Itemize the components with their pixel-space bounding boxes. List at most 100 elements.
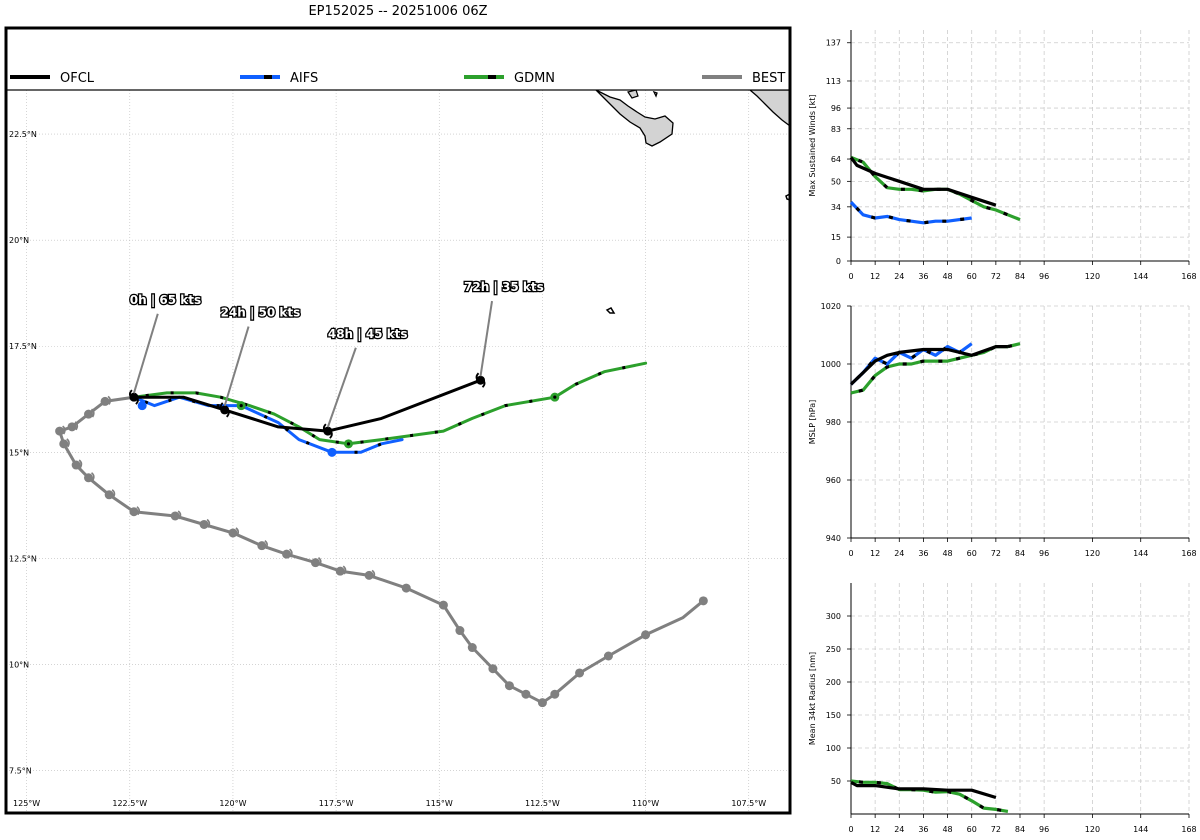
y-tick-label: 64 bbox=[831, 155, 841, 164]
annotation-leader bbox=[326, 347, 357, 428]
x-tick-label: 0 bbox=[848, 272, 853, 281]
y-tick-label: 83 bbox=[831, 125, 841, 134]
x-tick-label: 0 bbox=[848, 549, 853, 558]
storm-symbol bbox=[78, 459, 83, 469]
x-tick-label: 72 bbox=[991, 549, 1001, 558]
lon-tick-label: 120°W bbox=[219, 799, 246, 808]
storm-symbol bbox=[289, 548, 293, 558]
islet-north bbox=[652, 90, 658, 98]
y-tick-label: 113 bbox=[826, 77, 841, 86]
best-track-point bbox=[438, 600, 448, 610]
storm-symbol bbox=[111, 489, 116, 499]
best-track-point bbox=[310, 558, 320, 568]
annotation-leader bbox=[223, 326, 250, 407]
best-track-point bbox=[55, 426, 65, 436]
legend-label-aifs: AIFS bbox=[290, 71, 318, 86]
storm-symbol bbox=[264, 540, 268, 550]
y-tick-label: 15 bbox=[831, 233, 841, 242]
y-tick-label: 0 bbox=[836, 257, 841, 266]
hurricane-symbol bbox=[129, 389, 139, 405]
x-tick-label: 48 bbox=[942, 825, 952, 834]
best-track-point bbox=[71, 460, 81, 470]
storm-symbol bbox=[206, 518, 211, 528]
map-frame bbox=[4, 26, 792, 815]
best-track-point bbox=[488, 664, 498, 674]
y-tick-label: 96 bbox=[831, 104, 841, 113]
storm-symbol bbox=[66, 438, 70, 448]
best-track-point bbox=[100, 396, 110, 406]
map-background bbox=[6, 28, 790, 813]
x-tick-label: 144 bbox=[1133, 549, 1148, 558]
y-tick-label: 300 bbox=[826, 612, 841, 621]
storm-symbol bbox=[136, 506, 140, 516]
socorro-island bbox=[605, 307, 616, 314]
baja-islet bbox=[627, 89, 639, 99]
lon-tick-label: 110°W bbox=[632, 799, 659, 808]
wind-panel: 0 12 24 36 48 60 72 84 96 120 144 168 0 15 34 50 64 83 96 1… bbox=[808, 30, 1197, 281]
series-line-ofcl bbox=[849, 156, 997, 207]
best-track-point bbox=[641, 630, 651, 640]
annotation-label: 0h | 65 kts bbox=[130, 293, 201, 307]
x-tick-label: 12 bbox=[870, 549, 880, 558]
storm-symbol bbox=[371, 569, 376, 579]
y-axis-label: MSLP [hPa] bbox=[808, 400, 817, 444]
storm-symbol bbox=[107, 395, 112, 405]
lat-tick-label: 20°N bbox=[9, 236, 29, 245]
storm-symbol bbox=[235, 527, 240, 537]
lat-tick-label: 22.5°N bbox=[9, 130, 37, 139]
hurricane-symbol bbox=[475, 372, 486, 388]
annotation-label: 48h | 45 kts bbox=[328, 327, 408, 341]
best-track-point bbox=[257, 541, 267, 551]
storm-symbol bbox=[91, 472, 95, 482]
best-track-point bbox=[504, 681, 514, 691]
x-tick-label: 120 bbox=[1085, 825, 1100, 834]
y-tick-label: 1000 bbox=[821, 360, 841, 369]
lon-tick-label: 125°W bbox=[13, 799, 40, 808]
storm-symbol bbox=[342, 565, 347, 575]
best-track-point bbox=[84, 473, 94, 483]
best-track-point bbox=[199, 519, 209, 529]
y-tick-label: 940 bbox=[826, 534, 841, 543]
storm-symbol bbox=[91, 408, 95, 418]
y-axis-label: Max Sustained Winds [kt] bbox=[808, 94, 817, 196]
best-track-point bbox=[698, 596, 708, 606]
lat-tick-label: 12.5°N bbox=[9, 554, 37, 563]
lon-tick-label: 115°W bbox=[426, 799, 453, 808]
legend: OFCL AIFS GDMN BEST bbox=[10, 71, 785, 86]
track-aifs-dashes bbox=[133, 395, 403, 454]
lon-tick-label: 112.5°W bbox=[525, 799, 560, 808]
lon-tick-label: 117.5°W bbox=[319, 799, 354, 808]
track-ofcl bbox=[132, 378, 482, 433]
best-track-point bbox=[603, 651, 613, 661]
y-tick-label: 200 bbox=[826, 678, 841, 687]
x-tick-label: 168 bbox=[1181, 272, 1196, 281]
gdmn-point-center bbox=[553, 395, 557, 399]
radius-panel: 0 12 24 36 48 60 72 84 96 120 144 168 50 100 150 200 250… bbox=[808, 583, 1197, 834]
ofcl-point bbox=[476, 375, 486, 385]
pressure-panel: 0 12 24 36 48 60 72 84 96 120 144 168 940 960 980 1000 1… bbox=[808, 302, 1197, 558]
storm-symbol bbox=[62, 425, 66, 435]
lon-tick-label: 122.5°W bbox=[112, 799, 147, 808]
y-tick-label: 100 bbox=[826, 744, 841, 753]
y-tick-label: 34 bbox=[831, 203, 841, 212]
x-tick-label: 84 bbox=[1015, 549, 1025, 558]
x-tick-label: 84 bbox=[1015, 825, 1025, 834]
annotation-leader bbox=[132, 313, 159, 394]
y-tick-label: 980 bbox=[826, 418, 841, 427]
series-line-aifs bbox=[849, 200, 972, 225]
x-tick-label: 96 bbox=[1039, 825, 1049, 834]
x-tick-label: 36 bbox=[918, 272, 928, 281]
series-dashes-gdmn bbox=[850, 779, 1009, 813]
lat-tick-label: 15°N bbox=[9, 448, 29, 457]
best-track-point bbox=[467, 643, 477, 653]
ofcl-point bbox=[323, 426, 333, 436]
best-track-point bbox=[537, 698, 547, 708]
legend-box bbox=[5, 27, 791, 91]
legend-label-gdmn: GDMN bbox=[514, 71, 555, 86]
x-tick-label: 48 bbox=[942, 272, 952, 281]
y-tick-label: 137 bbox=[826, 39, 841, 48]
best-track-point bbox=[228, 528, 238, 538]
x-tick-label: 144 bbox=[1133, 272, 1148, 281]
best-track-point bbox=[335, 566, 345, 576]
